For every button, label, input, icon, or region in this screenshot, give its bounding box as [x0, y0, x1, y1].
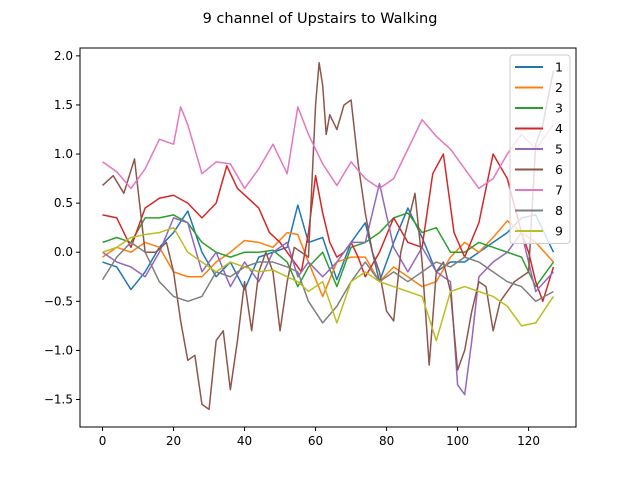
x-tick-label: 100: [446, 434, 469, 448]
series-layer: [101, 61, 555, 411]
x-tick-label: 60: [308, 434, 323, 448]
y-tick-label: −0.5: [44, 294, 73, 308]
legend-label-3: 3: [555, 101, 563, 116]
x-tick-label: 120: [517, 434, 540, 448]
axes-frame: [79, 47, 577, 428]
axes-layer: 0 20 40 60 80 100 120 −1.5 −1.0 −0.5 0.0 0.5 1.0 1.5 2…: [44, 47, 577, 448]
x-tick-label: 80: [379, 434, 394, 448]
y-tick-label: 1.5: [54, 98, 73, 112]
series-line-3: [102, 212, 555, 288]
legend-label-1: 1: [555, 60, 563, 75]
y-tick-label: 1.0: [54, 147, 73, 161]
series-line-5: [102, 182, 555, 396]
series-line-4: [102, 153, 555, 303]
y-tick-label: −1.5: [44, 393, 73, 407]
x-tick-label: 20: [166, 434, 181, 448]
x-tick-label: 0: [99, 434, 107, 448]
chart-title: 9 channel of Upstairs to Walking: [203, 11, 438, 27]
legend-label-5: 5: [555, 142, 563, 157]
series-line-2: [102, 220, 555, 298]
series-line-1: [102, 204, 555, 291]
y-tick-label: 0.0: [54, 245, 73, 259]
y-tick-label: 2.0: [54, 49, 73, 63]
series-line-8: [101, 241, 554, 324]
legend: 1 2 3 4 5 6 7 8 9: [509, 54, 571, 244]
legend-label-4: 4: [555, 121, 563, 136]
y-tick-label: −1.0: [44, 343, 73, 357]
legend-label-8: 8: [555, 203, 563, 218]
legend-label-6: 6: [555, 162, 563, 177]
legend-label-9: 9: [555, 224, 563, 239]
series-line-9: [102, 226, 555, 342]
x-tick-label: 40: [237, 434, 252, 448]
legend-label-2: 2: [555, 80, 563, 95]
y-tick-label: 0.5: [54, 196, 73, 210]
series-line-7: [102, 106, 555, 190]
series-line-6: [102, 61, 555, 411]
legend-label-7: 7: [555, 183, 563, 198]
